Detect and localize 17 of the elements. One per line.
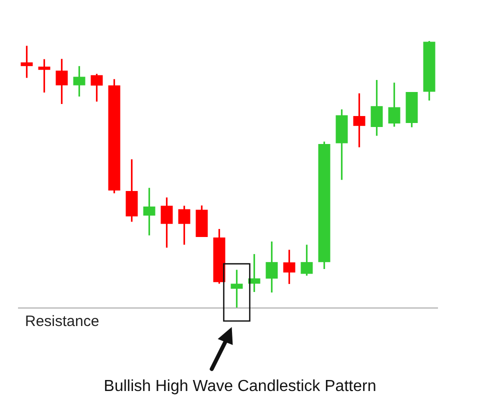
candlestick [230,269,243,309]
candlestick [160,196,173,248]
candlestick [56,58,68,105]
candlestick [38,58,50,94]
candlestick [73,65,86,98]
candlestick [266,240,278,294]
ref-line-label: Resistance [25,313,100,330]
text: Bullish High Wave Candlestick Pattern [104,378,376,395]
candlestick [300,244,313,276]
candlestick [143,187,156,236]
candlestick [388,82,400,128]
candlestick [20,45,33,79]
candlestick [178,204,190,246]
candlestick [353,92,366,148]
candlestick [370,79,383,137]
candlestick [283,248,296,285]
candlestick [90,73,103,102]
